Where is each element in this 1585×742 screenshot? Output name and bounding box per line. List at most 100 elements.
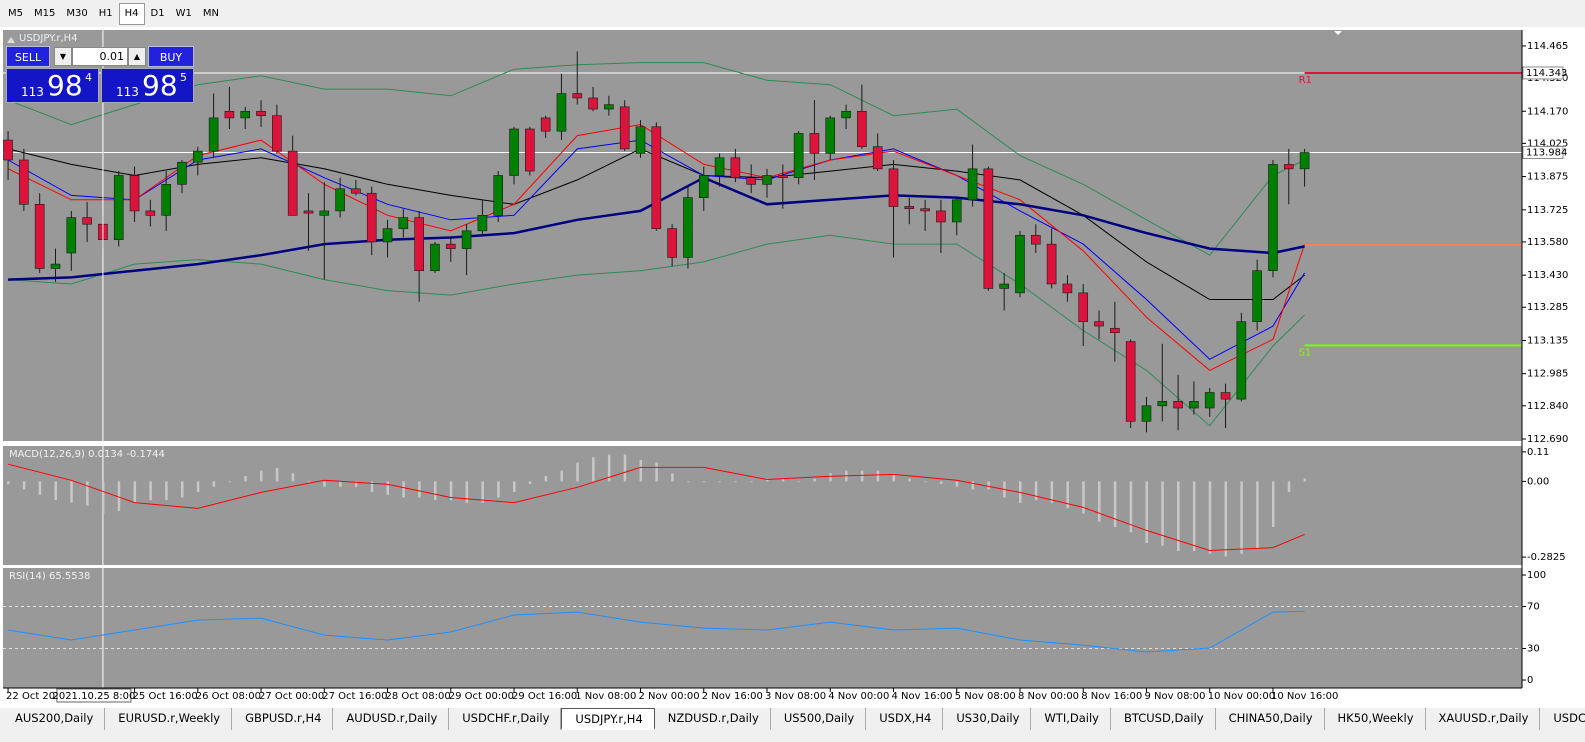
shift-marker <box>1334 31 1342 35</box>
candle-body <box>493 175 504 216</box>
candle-body <box>1268 164 1278 272</box>
candle-body <box>366 192 377 243</box>
candle-body <box>256 110 266 116</box>
ask-main: 98 <box>142 69 178 102</box>
chart-tab[interactable]: CHINA50,Daily <box>1216 708 1325 730</box>
macd-bar <box>513 481 516 493</box>
chart-tab[interactable]: EURUSD.r,Weekly <box>105 708 233 730</box>
macd-bar <box>544 476 548 482</box>
rsi-line <box>8 610 1305 653</box>
macd-bar <box>1050 481 1054 503</box>
chart-tab[interactable]: AUS200,Daily <box>2 708 106 730</box>
candle-body <box>445 243 456 249</box>
macd-bar <box>165 481 168 501</box>
y-tick-label: 113.580 <box>1527 237 1568 248</box>
macd-bar <box>465 481 469 503</box>
timeframe-button[interactable]: M30 <box>66 7 88 19</box>
timeframe-button[interactable]: M5 <box>8 7 23 19</box>
macd-bar <box>228 481 231 483</box>
chart-tab[interactable]: US500,Daily <box>771 708 867 730</box>
bid-quote[interactable]: 113 98 4 <box>6 68 99 103</box>
candle-body <box>113 175 124 241</box>
candle-body <box>983 168 994 289</box>
candle-body <box>1094 321 1104 327</box>
buy-button[interactable]: BUY <box>148 46 194 67</box>
candle-body <box>888 168 899 207</box>
macd-bar <box>1145 481 1148 544</box>
price-box <box>1522 145 1564 159</box>
chart-tab[interactable]: USDCAD.r,H4 <box>1540 708 1585 730</box>
macd-bar <box>117 481 121 511</box>
macd-bar <box>1224 481 1228 557</box>
timeframe-button[interactable]: H4 <box>118 2 145 25</box>
candle-body <box>509 128 519 176</box>
candle-body <box>683 197 693 258</box>
ask-quote[interactable]: 113 98 5 <box>101 68 194 103</box>
y-tick-label: 114.025 <box>1527 138 1568 149</box>
macd-bar <box>939 481 943 485</box>
candle-body <box>1125 341 1136 422</box>
crosshair-label: 2021.10.25 8:00 <box>52 691 135 702</box>
indicator-label: MACD(12,26,9) 0.0134 -0.1744 <box>9 449 165 460</box>
y-tick-label: 112.690 <box>1527 434 1568 445</box>
macd-bar <box>718 481 722 483</box>
chart-tab[interactable]: XAUUSD.r,Daily <box>1426 708 1541 730</box>
chart-tab[interactable]: BTCUSD,Daily <box>1111 708 1216 730</box>
x-tick-label: 27 Oct 16:00 <box>322 691 387 702</box>
chart-tab[interactable]: USDX,H4 <box>866 708 944 730</box>
chart-tab[interactable]: US30,Daily <box>943 708 1032 730</box>
macd-bar <box>402 481 405 498</box>
lot-input[interactable]: 0.01 <box>72 47 128 66</box>
candle-body <box>825 117 836 154</box>
y-tick-label: 113.875 <box>1527 172 1568 183</box>
lot-up[interactable]: ▲ <box>128 47 146 66</box>
candle-body <box>3 139 13 161</box>
candle-body <box>34 203 45 269</box>
chart-tab[interactable]: USDCHF.r,Daily <box>449 708 562 730</box>
candle-body <box>714 157 725 176</box>
y-tick-label: 30 <box>1527 644 1540 655</box>
price-box-label: 114.343 <box>1526 68 1567 79</box>
macd-bar <box>323 481 326 487</box>
chart-tab[interactable]: WTI,Daily <box>1031 708 1111 730</box>
macd-panel <box>3 446 1522 565</box>
timeframe-button[interactable]: M15 <box>34 7 56 19</box>
macd-bar <box>386 481 390 495</box>
candle-body <box>698 175 709 198</box>
chart-tabs: AUS200,Daily EURUSD.r,Weekly GBPUSD.r,H4 AU… <box>0 708 1585 730</box>
x-tick-label: 5 Nov 08:00 <box>955 691 1016 702</box>
pivot-label: R1 <box>1299 75 1312 86</box>
timeframe-toolbar: M5 M15 M30 H1 H4 D1 W1 MN <box>0 0 1585 27</box>
macd-bar <box>307 481 310 483</box>
price-box <box>1522 66 1564 80</box>
bid-small: 4 <box>85 71 92 84</box>
candle-body <box>1220 392 1231 400</box>
candle-body <box>66 217 77 254</box>
chart-tab[interactable]: HK50,Weekly <box>1325 708 1426 730</box>
timeframe-button[interactable]: D1 <box>150 7 165 19</box>
timeframe-button[interactable]: H1 <box>98 7 113 19</box>
indicator-label: RSI(14) 65.5538 <box>9 571 90 582</box>
macd-bar <box>497 481 500 498</box>
x-tick-label: 22 Oct 2021 <box>6 691 68 702</box>
chart-tab[interactable]: GBPUSD.r,H4 <box>232 708 334 730</box>
macd-bar <box>149 481 152 501</box>
timeframe-button[interactable]: MN <box>202 7 219 19</box>
lot-down[interactable]: ▼ <box>54 47 72 66</box>
macd-bar <box>212 481 216 487</box>
ask-big: 113 <box>116 85 139 99</box>
sell-button[interactable]: SELL <box>6 46 50 67</box>
timeframe-button[interactable]: W1 <box>175 7 192 19</box>
x-tick-label: 8 Nov 16:00 <box>1081 691 1142 702</box>
x-tick-label: 4 Nov 16:00 <box>891 691 952 702</box>
chart-tab[interactable]: USDJPY.r,H4 <box>561 708 655 730</box>
macd-bar <box>607 454 611 482</box>
candle-body <box>224 110 235 119</box>
macd-bar <box>560 470 563 482</box>
chart-tab[interactable]: NZDUSD.r,Daily <box>655 708 771 730</box>
chart-tab[interactable]: AUDUSD.r,Daily <box>333 708 450 730</box>
bid-big: 113 <box>21 85 44 99</box>
crosshair-box <box>56 688 132 703</box>
macd-bar <box>291 473 295 482</box>
x-tick-label: 4 Nov 00:00 <box>828 691 889 702</box>
